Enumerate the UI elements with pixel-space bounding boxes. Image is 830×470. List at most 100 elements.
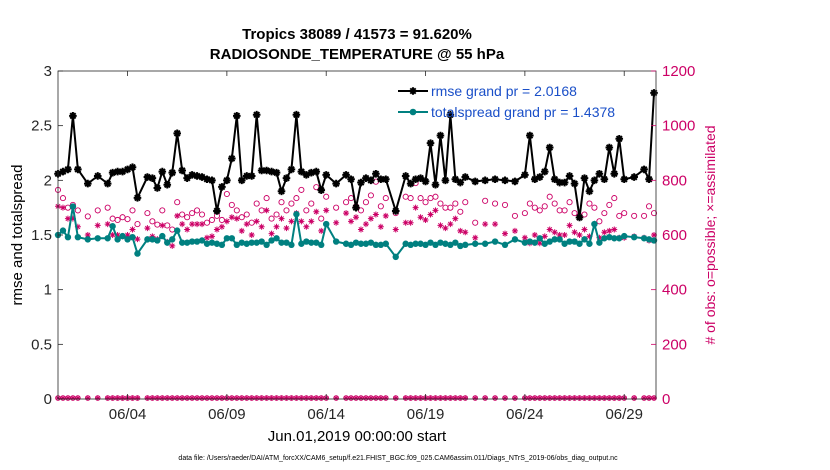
zero-obs-star [65,395,71,401]
assimilated-obs-point [442,225,449,232]
rmse-point [431,180,440,189]
rmse-point [228,154,236,163]
possible-obs-point [233,207,240,214]
zero-obs-star [363,395,369,401]
rmse-point [148,174,157,182]
totalspread-point [417,240,424,247]
assimilated-obs-point [447,221,454,228]
totalspread-point [511,236,519,243]
rmse-point [377,175,385,184]
rmse-point [282,174,291,182]
rmse-point [178,166,186,175]
rmse-point [471,177,480,186]
rmse-point [252,110,261,119]
zero-obs-star [209,395,215,401]
totalspread-point [69,203,77,210]
x-tick-label: 06/04 [109,406,147,423]
rmse-point [158,167,167,176]
possible-obs-point [606,201,613,208]
assimilated-obs-point [412,204,419,211]
totalspread-point [208,239,216,246]
chart-title-line1: Tropics 38089 / 41573 = 91.620% [242,26,472,43]
zero-obs-star [194,395,200,401]
zero-obs-star [219,395,225,401]
rmse-point [312,167,321,176]
possible-obs-point [179,211,186,218]
totalspread-point [253,239,260,246]
assimilated-obs-point [213,226,220,233]
possible-obs-point [333,204,340,211]
totalspread-point [164,239,171,246]
rmse-point [545,143,554,152]
assimilated-obs-point [174,212,181,219]
totalspread-point [323,220,330,228]
rmse-point [123,165,132,174]
zero-obs-star [189,395,195,401]
zero-obs-star [452,395,458,401]
rmse-point [69,112,77,120]
rmse-point [526,131,534,140]
possible-obs-point [616,212,623,219]
possible-obs-point [586,200,593,207]
possible-obs-point [541,203,548,210]
totalspread-point [258,238,265,245]
zero-obs-star [264,395,270,401]
y-tick-label-left: 1.5 [31,227,52,244]
possible-obs-point [154,221,161,228]
assimilated-obs-point [357,226,364,233]
assimilated-obs-point [268,230,275,237]
zero-obs-star [119,395,126,401]
possible-obs-point [501,201,509,208]
y-tick-label-right: 200 [662,336,687,353]
totalspread-point [188,238,196,245]
zero-obs-star [179,395,185,401]
rmse-point [401,172,410,180]
zero-obs-star [254,395,260,401]
zero-obs-star [244,395,250,401]
assimilated-obs-point [318,227,325,234]
assimilated-obs-point [571,229,578,236]
possible-obs-point [184,214,191,221]
totalspread-point [318,241,325,249]
totalspread-point [104,235,111,242]
zero-obs-star [373,395,379,401]
rmse-point [153,184,162,192]
legend-totalspread-label: totalspread grand pr = 1.4378 [431,104,615,120]
left-axis: 0 0.5 1 1.5 2 2.5 3 [31,63,63,408]
zero-obs-star [184,395,190,401]
rmse-point [257,166,266,175]
assimilated-obs-point [586,233,593,240]
rmse-point [168,168,177,177]
rmse-point [531,175,539,184]
assimilated-obs-point [511,227,518,234]
totalspread-point [119,232,126,240]
assimilated-obs-point [208,233,215,240]
assimilated-obs-point [611,226,618,233]
assimilated-obs-point [576,232,583,238]
series-layer [54,89,658,401]
rmse-point [446,110,455,119]
totalspread-point [193,238,201,245]
rmse-point [267,167,276,176]
totalspread-point [645,236,653,243]
possible-obs-point [566,199,573,206]
assimilated-obs-point [333,219,340,226]
rmse-point [610,169,619,178]
possible-obs-point [601,210,608,217]
rmse-point [560,178,569,187]
zero-obs-star [204,395,210,401]
assimilated-obs-point [184,226,191,233]
rmse-point [133,194,142,202]
zero-obs-star [174,395,180,401]
zero-obs-star [562,395,568,401]
zero-obs-star [249,395,255,401]
y-tick-label-right: 1000 [662,118,695,135]
rmse-point [233,112,241,120]
possible-obs-point [457,208,464,215]
possible-obs-point [144,210,151,217]
zero-obs-star [134,395,141,401]
possible-obs-point [561,207,568,214]
assimilated-obs-point [452,215,459,222]
totalspread-point [313,239,320,246]
rmse-point [223,176,231,185]
